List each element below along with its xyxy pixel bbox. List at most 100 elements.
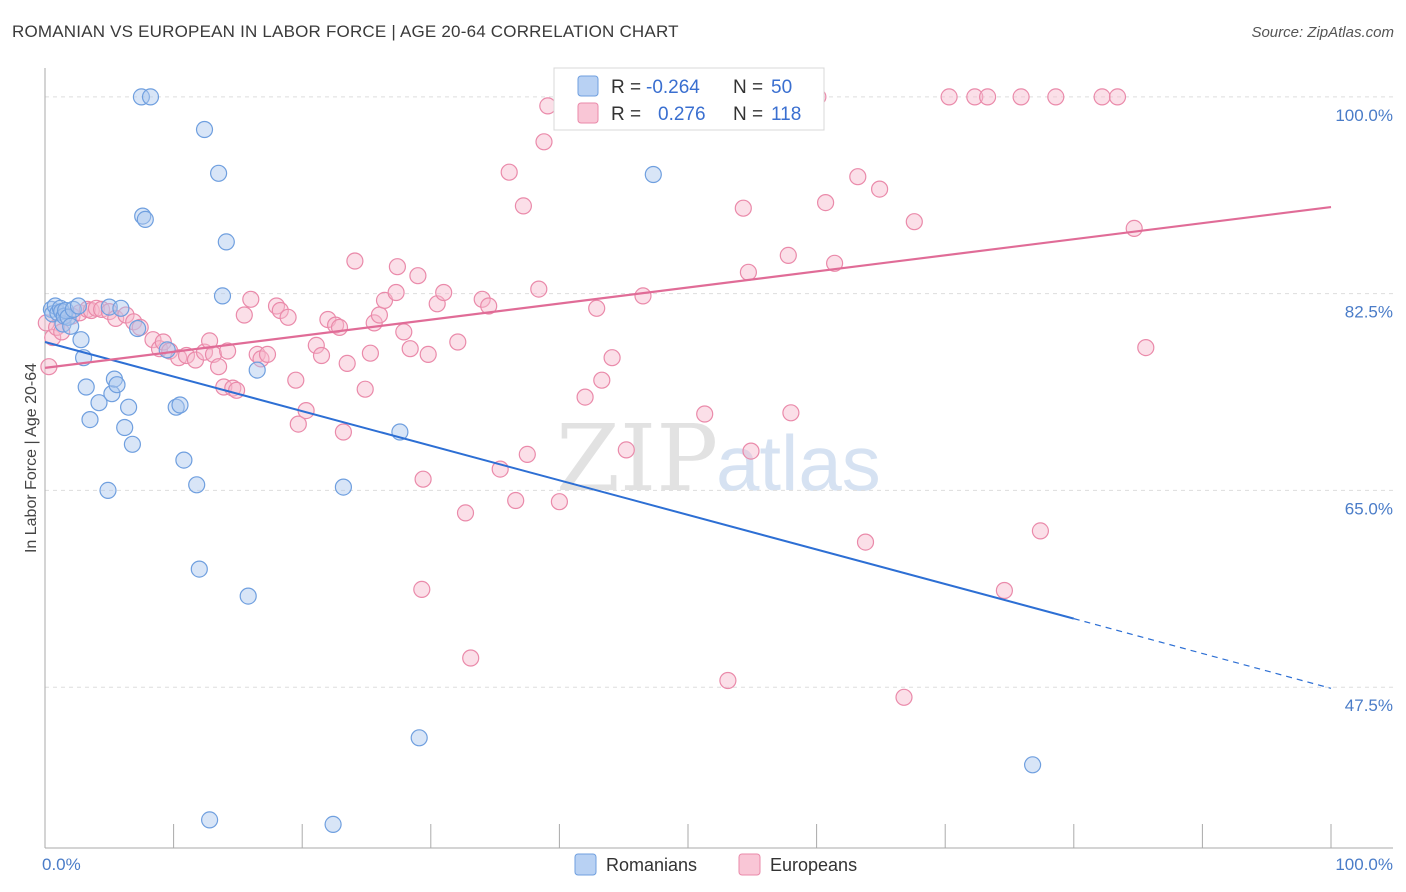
watermark-atlas: atlas bbox=[716, 419, 881, 507]
y-tick-labels: 47.5% 65.0% 82.5% 100.0% bbox=[1335, 106, 1393, 715]
europeans-point-56 bbox=[388, 258, 406, 276]
europeans-point-32 bbox=[242, 290, 260, 308]
romanians-point-27 bbox=[129, 319, 147, 338]
romanians-point-50 bbox=[1023, 756, 1042, 774]
europeans-point-68 bbox=[473, 290, 491, 308]
x-axis-ticks bbox=[173, 824, 1332, 848]
romanians-point-41 bbox=[213, 287, 232, 305]
europeans-point-24 bbox=[201, 332, 219, 350]
europeans-point-38 bbox=[279, 308, 297, 326]
romanians-point-43 bbox=[239, 587, 257, 605]
europeans-point-73 bbox=[514, 197, 533, 215]
europeans-point-46 bbox=[330, 318, 349, 336]
y-tick-label-0: 47.5% bbox=[1345, 696, 1393, 715]
europeans-point-115 bbox=[1093, 88, 1111, 106]
europeans-point-90 bbox=[696, 405, 714, 423]
watermark-zip: ZIP bbox=[556, 405, 718, 512]
europeans-point-51 bbox=[361, 344, 379, 362]
europeans-point-101 bbox=[816, 194, 835, 212]
y-tick-label-1: 65.0% bbox=[1345, 499, 1393, 518]
europeans-point-42 bbox=[307, 336, 325, 354]
romanians-point-26 bbox=[123, 435, 141, 453]
y-tick-label-3: 100.0% bbox=[1335, 106, 1393, 125]
legend-r-value-europeans: 0.276 bbox=[658, 104, 706, 125]
romanians-point-42 bbox=[217, 233, 235, 251]
europeans-point-104 bbox=[856, 533, 875, 551]
europeans-point-43 bbox=[312, 346, 331, 365]
legend-r-label-europeans: R = bbox=[611, 104, 641, 125]
europeans-point-74 bbox=[518, 445, 536, 463]
legend-n-label-romanians: N = bbox=[733, 77, 763, 98]
romanians-point-44 bbox=[248, 361, 266, 379]
europeans-point-49 bbox=[346, 252, 364, 270]
bottom-label-romanians: Romanians bbox=[606, 855, 697, 875]
europeans-point-75 bbox=[530, 280, 548, 298]
europeans-point-114 bbox=[1047, 88, 1065, 106]
legend-n-value-europeans: 118 bbox=[771, 104, 801, 125]
europeans-point-108 bbox=[940, 88, 958, 106]
romanians-point-25 bbox=[120, 398, 138, 416]
romanians-point-36 bbox=[188, 476, 206, 494]
europeans-point-93 bbox=[734, 199, 752, 217]
y-tick-label-2: 82.5% bbox=[1345, 303, 1393, 322]
europeans-point-62 bbox=[419, 345, 437, 363]
gridlines bbox=[45, 96, 1393, 688]
romanians-point-38 bbox=[195, 120, 214, 139]
europeans-point-55 bbox=[387, 283, 405, 302]
bottom-swatch-romanians bbox=[574, 853, 597, 876]
romanians-trend-extension bbox=[1073, 618, 1332, 689]
europeans-point-111 bbox=[995, 581, 1014, 600]
europeans-point-65 bbox=[449, 333, 467, 351]
europeans-point-102 bbox=[825, 254, 844, 272]
europeans-point-94 bbox=[739, 263, 758, 281]
europeans-point-9 bbox=[87, 299, 106, 317]
romanians-point-22 bbox=[108, 376, 126, 394]
romanians-point-20 bbox=[103, 385, 121, 403]
correlation-legend: R = -0.264 N = 50 R = 0.276 N = 118 bbox=[553, 67, 825, 131]
romanians-point-31 bbox=[141, 88, 160, 106]
europeans-point-28 bbox=[219, 342, 237, 360]
bottom-label-europeans: Europeans bbox=[770, 855, 857, 875]
europeans-point-64 bbox=[435, 283, 453, 302]
romanians-point-40 bbox=[210, 164, 228, 182]
europeans-point-18 bbox=[154, 333, 172, 351]
europeans-point-16 bbox=[144, 331, 162, 349]
europeans-point-110 bbox=[978, 88, 997, 106]
legend-swatch-romanians bbox=[577, 75, 599, 97]
europeans-point-86 bbox=[634, 287, 652, 305]
europeans-point-109 bbox=[966, 88, 984, 106]
romanians-point-30 bbox=[136, 210, 154, 228]
europeans-point-113 bbox=[1031, 522, 1050, 540]
romanians-point-46 bbox=[334, 478, 352, 496]
romanians-point-34 bbox=[171, 396, 189, 414]
romanians-point-12 bbox=[69, 297, 88, 315]
europeans-point-105 bbox=[870, 180, 889, 198]
europeans-point-48 bbox=[338, 354, 356, 372]
bottom-swatch-europeans bbox=[738, 853, 761, 876]
romanians-point-48 bbox=[410, 729, 428, 747]
legend-r-value-romanians: -0.264 bbox=[646, 77, 700, 98]
legend-n-value-romanians: 50 bbox=[771, 77, 792, 98]
europeans-point-60 bbox=[414, 470, 432, 488]
europeans-points bbox=[37, 88, 1155, 706]
romanians-point-24 bbox=[116, 418, 134, 437]
legend-swatch-europeans bbox=[577, 102, 599, 124]
legend-r-label-romanians: R = bbox=[611, 77, 641, 98]
europeans-point-103 bbox=[849, 168, 867, 186]
series-legend: Romanians Europeans bbox=[574, 853, 857, 876]
romanians-point-17 bbox=[90, 394, 108, 412]
europeans-point-47 bbox=[334, 423, 352, 441]
europeans-point-35 bbox=[258, 345, 277, 363]
romanians-point-13 bbox=[72, 331, 90, 349]
europeans-point-118 bbox=[1137, 339, 1155, 357]
europeans-point-71 bbox=[500, 163, 518, 181]
europeans-point-53 bbox=[370, 306, 388, 324]
romanians-point-49 bbox=[644, 165, 662, 184]
europeans-point-58 bbox=[401, 340, 419, 358]
europeans-point-39 bbox=[287, 371, 305, 389]
romanians-point-37 bbox=[190, 560, 208, 578]
europeans-point-77 bbox=[539, 97, 557, 115]
europeans-point-80 bbox=[576, 388, 594, 406]
europeans-point-31 bbox=[235, 306, 253, 324]
